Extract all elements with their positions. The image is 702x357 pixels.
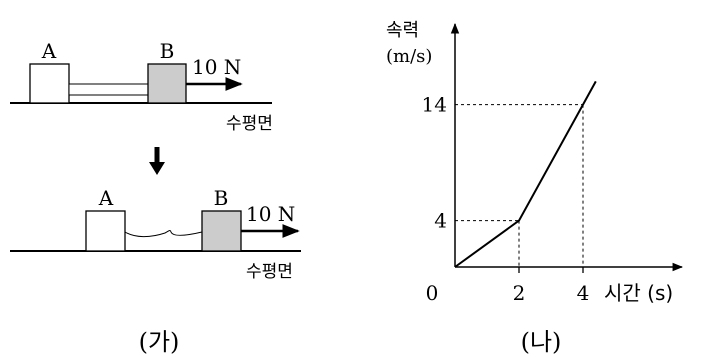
graph-na: 속력 (m/s) 시간 (s) 0 2 4 4 14 (나) <box>386 20 684 356</box>
top-string <box>68 83 149 96</box>
top-block-b-label: B <box>160 39 175 63</box>
bottom-surface-label: 수평면 <box>246 262 293 282</box>
bottom-block-a-label: A <box>98 186 114 210</box>
top-surface-label: 수평면 <box>226 114 273 134</box>
y-tick-label-1: 14 <box>422 93 447 117</box>
top-force-label: 10 N <box>192 55 241 79</box>
speed-line <box>454 80 597 268</box>
x-tick-label-0: 2 <box>513 281 526 305</box>
down-arrow <box>149 147 165 175</box>
caption-na: (나) <box>521 328 562 356</box>
top-block-a <box>29 63 70 104</box>
bottom-scene: A B 10 N 수평면 <box>10 186 301 282</box>
speed-time-graph: 속력 (m/s) 시간 (s) 0 2 4 4 14 <box>386 20 684 305</box>
x-tick-label-1: 4 <box>577 281 590 305</box>
bottom-force-label: 10 N <box>246 202 295 226</box>
bottom-block-b-label: B <box>214 186 229 210</box>
top-block-a-label: A <box>41 39 57 63</box>
x-axis-label: 시간 (s) <box>604 281 673 305</box>
bottom-block-b <box>201 210 242 252</box>
y-tick-label-0: 4 <box>434 209 447 233</box>
top-scene: A B 10 N 수평면 <box>10 39 273 134</box>
y-axis-label: 속력 <box>386 20 419 41</box>
top-block-b <box>147 63 187 104</box>
diagram-ga: A B 10 N 수평면 A B 10 N 수평면 (가) <box>10 39 301 356</box>
caption-ga: (가) <box>139 328 180 356</box>
origin-label: 0 <box>426 281 439 305</box>
y-axis-unit: (m/s) <box>386 46 432 67</box>
bottom-broken-string <box>124 229 203 238</box>
bottom-block-a <box>85 210 126 252</box>
